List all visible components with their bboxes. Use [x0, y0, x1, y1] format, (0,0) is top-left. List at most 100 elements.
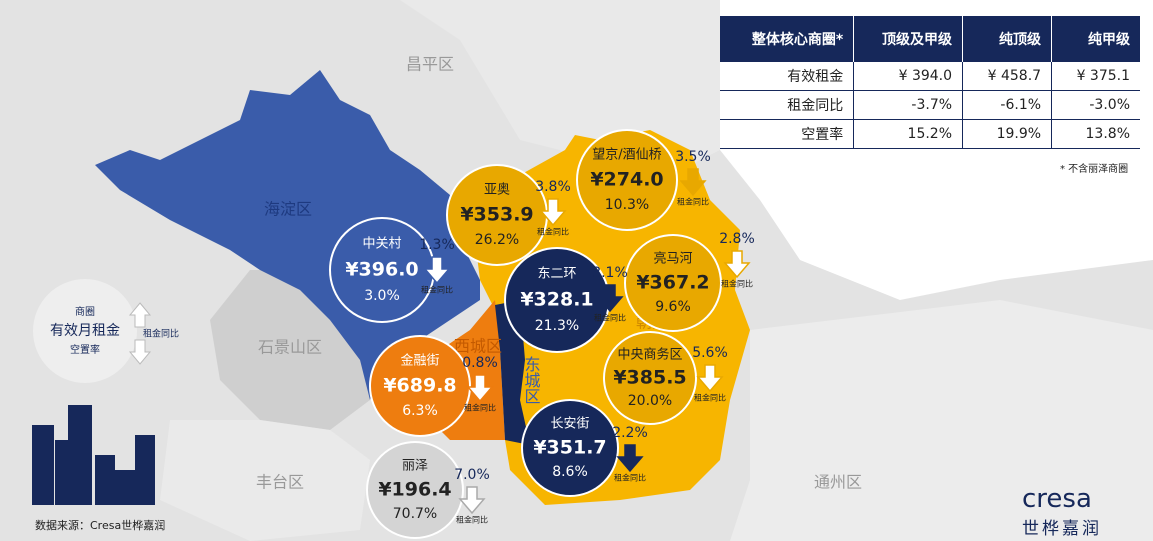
bubble — [521, 399, 619, 497]
change-value: 3.5% — [675, 149, 711, 165]
bubble-vacancy: 8.6% — [552, 464, 588, 480]
legend-down-arrow — [128, 339, 152, 365]
change-label: 租金同比 — [464, 403, 496, 413]
down-arrow — [596, 284, 624, 313]
legend-text: 有效月租金 — [50, 323, 120, 339]
building-icon — [32, 405, 155, 505]
change-value: 5.6% — [692, 345, 728, 361]
building — [95, 455, 115, 505]
bubble-rent: ¥367.2 — [636, 272, 709, 294]
down-arrow — [458, 486, 486, 515]
district-label: 丰台区 — [256, 473, 304, 492]
legend-up-arrow — [128, 302, 152, 328]
bubble-name: 中央商务区 — [617, 347, 682, 363]
change-label: 租金同比 — [677, 197, 709, 207]
building — [32, 425, 54, 505]
bubble-rent: ¥396.0 — [345, 259, 418, 281]
table-cell: 15.2% — [853, 119, 964, 149]
building — [115, 470, 135, 505]
bubble-rent: ¥274.0 — [590, 169, 663, 191]
bubble-vacancy: 3.0% — [364, 288, 400, 304]
bubble-rent: ¥353.9 — [460, 204, 533, 226]
bubble-name: 中关村 — [362, 237, 401, 252]
table-cell: 空置率 — [720, 119, 855, 149]
down-arrow — [539, 198, 567, 227]
table-cell: 13.8% — [1051, 119, 1140, 149]
district-label: 西城区 — [454, 337, 502, 356]
table-cell: ¥ 375.1 — [1051, 62, 1140, 91]
note: * 不含丽泽商圈 — [1060, 164, 1129, 175]
change-label: 租金同比 — [721, 279, 753, 289]
bubble-rent: ¥328.1 — [520, 289, 593, 311]
building — [55, 440, 69, 505]
table-cell: 租金同比 — [720, 90, 855, 120]
change-value: 7.0% — [454, 467, 490, 483]
header-row: 整体核心商圈* 顶级及甲级 纯顶级 纯甲级 — [720, 16, 1140, 62]
building — [68, 405, 92, 505]
bubble-rent: ¥689.8 — [383, 375, 456, 397]
legend-text: 商圈 — [75, 305, 95, 318]
logo: cresa 世桦嘉润 — [1022, 484, 1102, 539]
change-value: 2.2% — [612, 425, 648, 441]
table-row: 有效租金 ¥ 394.0 ¥ 458.7 ¥ 375.1 — [720, 62, 1140, 91]
change-label: 租金同比 — [456, 515, 488, 525]
building — [135, 435, 155, 505]
district-label: 昌平区 — [406, 55, 454, 74]
bubble-name: 丽泽 — [402, 459, 428, 474]
bubble-name: 亮马河 — [653, 251, 692, 267]
bubble — [366, 441, 464, 539]
down-arrow — [723, 250, 751, 279]
bubble-name: 长安街 — [550, 417, 589, 432]
logo-chinese: 世桦嘉润 — [1022, 519, 1102, 539]
bubble-vacancy: 21.3% — [535, 318, 579, 334]
change-value: 3.1% — [592, 265, 628, 281]
district-label: 东城区 — [522, 356, 541, 404]
district-label: 石景山区 — [258, 338, 322, 357]
table-row: 空置率 15.2% 19.9% 13.8% — [720, 119, 1140, 149]
change-value: 0.8% — [462, 355, 498, 371]
change-label: 租金同比 — [594, 313, 626, 323]
table-cell: ¥ 458.7 — [962, 62, 1053, 91]
change-label: 租金同比 — [421, 285, 453, 295]
change-value: 3.8% — [535, 179, 571, 195]
down-arrow — [679, 168, 707, 197]
bubble-rent: ¥351.7 — [533, 437, 606, 459]
header-cell: 顶级及甲级 — [853, 16, 964, 62]
bubble-vacancy: 9.6% — [655, 299, 691, 315]
district-label: 通州区 — [814, 473, 862, 492]
bubble-vacancy: 6.3% — [402, 403, 438, 419]
change-value: 2.8% — [719, 231, 755, 247]
down-arrow — [423, 256, 451, 285]
bubble-rent: ¥385.5 — [613, 367, 686, 389]
table-cell: ¥ 394.0 — [853, 62, 964, 91]
bubble-name: 望京/酒仙桥 — [592, 147, 661, 163]
bubble-name: 亚奥 — [484, 183, 510, 198]
change-label: 租金同比 — [614, 473, 646, 483]
bubble-name: 东二环 — [537, 267, 576, 282]
bubble — [603, 331, 697, 425]
down-arrow — [466, 374, 494, 403]
change-value: 1.3% — [419, 237, 455, 253]
legend-change: 租金同比 — [143, 328, 179, 340]
bubble-vacancy: 70.7% — [393, 506, 437, 522]
bubble-vacancy: 10.3% — [605, 197, 649, 213]
bubble-vacancy: 20.0% — [628, 393, 672, 409]
district-label: 海淀区 — [264, 200, 312, 219]
summary-table: 整体核心商圈* 顶级及甲级 纯顶级 纯甲级 有效租金 ¥ 394.0 ¥ 458.7 ¥ 37… — [720, 16, 1140, 149]
bubble — [624, 234, 722, 332]
down-arrow — [696, 364, 724, 393]
source: 数据来源：Cresa世桦嘉润 — [35, 519, 166, 532]
logo-brand: cresa — [1022, 484, 1092, 514]
header-cell: 纯顶级 — [962, 16, 1053, 62]
bubble-name: 金融街 — [400, 353, 439, 369]
table-cell: -3.7% — [853, 90, 964, 120]
bubble-rent: ¥196.4 — [378, 479, 451, 501]
legend-text: 空置率 — [70, 343, 100, 356]
table-cell: -6.1% — [962, 90, 1053, 120]
bubble — [369, 335, 471, 437]
table-cell: -3.0% — [1051, 90, 1140, 120]
table-row: 租金同比 -3.7% -6.1% -3.0% — [720, 90, 1140, 120]
table-cell: 19.9% — [962, 119, 1053, 149]
